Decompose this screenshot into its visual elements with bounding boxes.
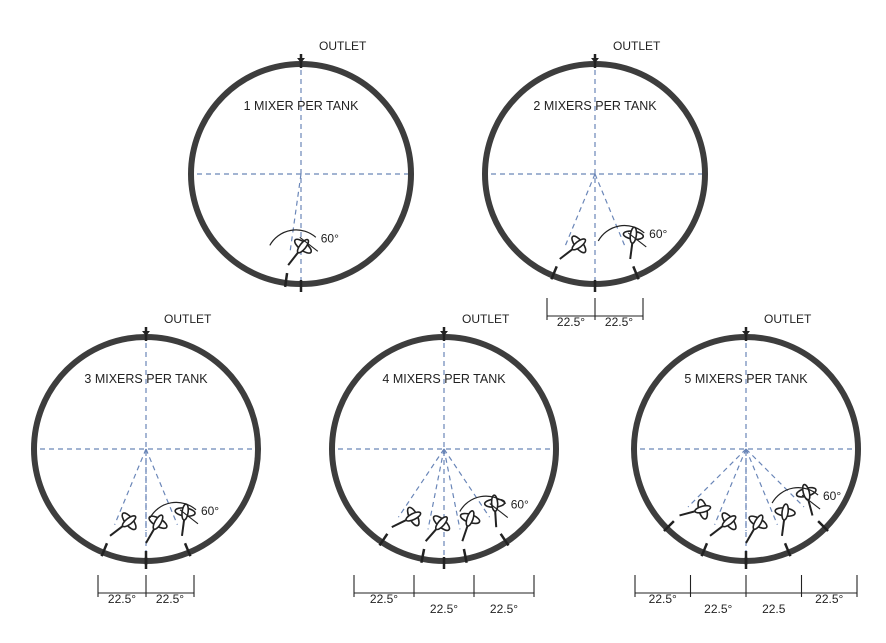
angle-leader [489,503,509,518]
mixer-wall-tick [420,548,426,564]
mixer-ray [745,448,805,508]
tank-diagram-4: OUTLET 4 MIXERS PER TANK 60° 22.5° 22.5° 22.5… [329,312,559,616]
mixer-ray [427,448,445,530]
mixer-wall-tick [378,533,389,547]
mixer-icon [391,506,422,529]
outlet-label: OUTLET [462,312,510,326]
spacing-label: 22.5° [430,602,458,616]
spacing-label: 22.5 [762,602,786,616]
mixer-icon [424,515,451,542]
mixer-ray [443,448,491,518]
angle-arc [149,501,197,519]
outlet-arrow-icon [742,331,750,336]
spacing-label: 22.5° [370,592,398,606]
outlet-label: OUTLET [613,39,661,53]
mixer-icon [109,512,137,537]
mixer-icon [459,510,481,542]
angle-leader [627,232,647,248]
tank-title: 1 MIXER PER TANK [244,99,360,113]
mixer-ray [145,448,178,525]
mixer-blade [490,494,499,512]
angle-arc [771,487,819,504]
mixer-wall-tick [183,542,192,557]
outlet-arrow-icon [440,331,448,336]
mixer-icon [745,514,768,544]
tank-diagram-5: OUTLET 5 MIXERS PER TANK 60° 22.5° 22.5° 22.5… [631,312,861,616]
mixer-ray [714,448,747,525]
mixer-blade [152,514,164,531]
mixer-ray [397,448,445,518]
angle-label: 60° [649,227,667,241]
mixer-ray [289,173,302,254]
outlet-arrow-icon [591,58,599,63]
angle-label: 60° [321,231,339,245]
spacing-label: 22.5° [108,592,136,606]
angle-leader [179,509,199,525]
mixer-ray [443,448,461,530]
angle-leader [299,236,319,252]
mixer-wall-tick [632,265,640,280]
mixer-wall-tick [550,265,558,280]
mixer-wall-tick [700,542,709,557]
mixer-blade [752,514,764,531]
tank-title: 3 MIXERS PER TANK [84,372,208,386]
angle-label: 60° [823,489,841,503]
mixer-icon [559,235,587,260]
outlet-label: OUTLET [764,312,812,326]
tank-title: 4 MIXERS PER TANK [382,372,506,386]
mixer-wall-tick [462,548,468,564]
mixer-icon [709,512,737,537]
spacing-label: 22.5° [557,315,585,329]
angle-arc [597,224,645,242]
tank-diagram-2: OUTLET 2 MIXERS PER TANK 60° 22.5° 22.5° [482,39,708,329]
mixer-blade [121,515,137,528]
angle-arc [269,229,317,246]
mixer-icon [483,494,506,528]
mixer-wall-tick [100,542,109,557]
mixer-blade [434,516,449,531]
mixer-ray [687,448,747,508]
spacing-label: 22.5° [704,602,732,616]
spacing-label: 22.5° [490,602,518,616]
mixer-ray [563,173,596,249]
outlet-label: OUTLET [319,39,367,53]
spacing-label: 22.5° [649,592,677,606]
mixer-blade [721,515,737,528]
mixer-blade [694,504,712,514]
mixer-ray [114,448,147,525]
spacing-label: 22.5° [156,592,184,606]
mixer-blade [405,511,422,522]
spacing-label: 22.5° [815,592,843,606]
tank-title: 5 MIXERS PER TANK [684,372,808,386]
mixer-ray [594,173,627,249]
angle-label: 60° [511,498,529,512]
mixer-blade [571,238,587,251]
mixer-wall-tick [817,520,829,532]
mixer-icon [774,503,796,536]
mixer-icon [145,514,168,544]
mixer-wall-tick [499,533,510,547]
tank-diagram-3: OUTLET 3 MIXERS PER TANK 60° 22.5° 22.5° [31,312,261,606]
mixer-wall-tick [783,542,792,557]
mixer-blade [465,510,475,527]
mixer-icon [679,498,712,520]
outlet-arrow-icon [297,58,305,63]
mixer-wall-tick [283,272,289,288]
tank-title: 2 MIXERS PER TANK [533,99,657,113]
tank-diagram-1: OUTLET 1 MIXER PER TANK 60° [188,39,414,292]
mixer-blade [781,503,790,521]
angle-label: 60° [201,504,219,518]
spacing-label: 22.5° [605,315,633,329]
mixer-ray [745,448,778,525]
outlet-label: OUTLET [164,312,212,326]
mixer-wall-tick [663,520,675,532]
angle-arc [459,495,507,512]
outlet-arrow-icon [142,331,150,336]
mixer-blade [296,238,310,254]
mixer-icon [287,238,313,266]
angle-leader [801,494,821,510]
